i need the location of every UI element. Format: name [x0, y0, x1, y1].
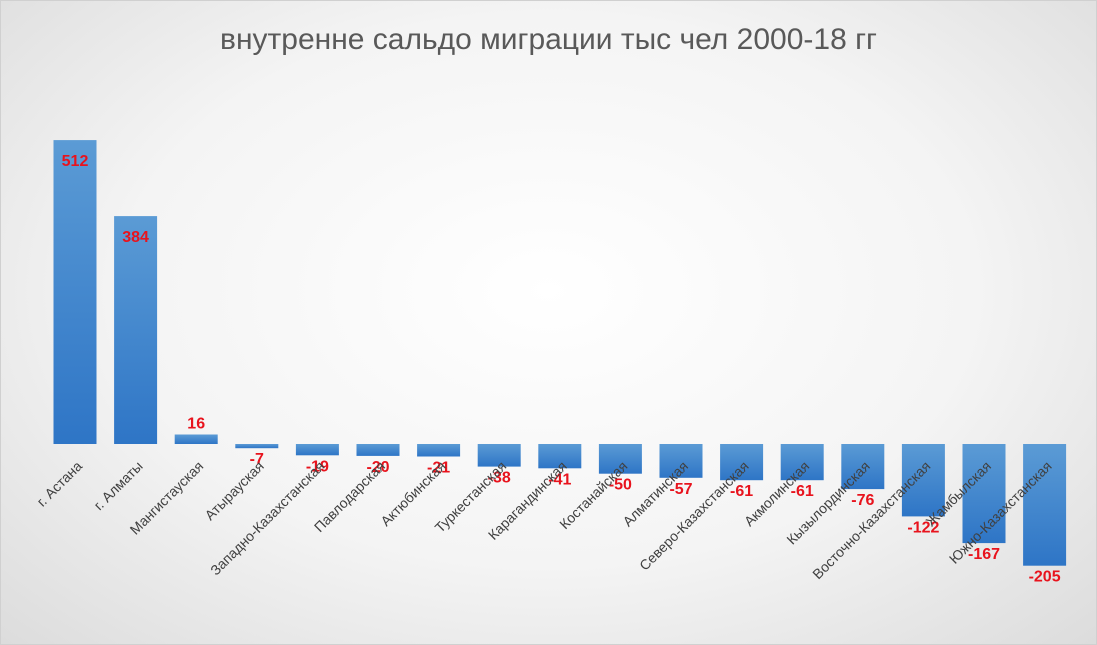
data-label-9: -50 — [609, 477, 632, 494]
data-label-1: 384 — [122, 229, 149, 246]
bar-1 — [114, 216, 158, 444]
data-label-5: -20 — [366, 459, 389, 476]
bar-6 — [417, 444, 461, 457]
bar-14 — [901, 444, 945, 517]
bar-5 — [356, 444, 400, 456]
bar-10 — [659, 444, 703, 478]
category-label-1: г. Алматы — [90, 458, 145, 513]
bar-15 — [962, 444, 1006, 544]
category-label-4: Западно-Казахстанская — [207, 458, 327, 578]
data-label-3: -7 — [250, 451, 264, 468]
data-label-6: -21 — [427, 460, 450, 477]
bar-3 — [235, 444, 279, 449]
chart-title: внутренне сальдо миграции тыс чел 2000-1… — [220, 23, 877, 56]
data-label-10: -57 — [669, 481, 692, 498]
data-label-14: -122 — [907, 519, 939, 536]
data-label-4: -19 — [306, 458, 329, 475]
data-label-13: -76 — [851, 492, 874, 509]
bar-4 — [295, 444, 339, 456]
bar-12 — [780, 444, 824, 481]
data-label-8: -41 — [548, 471, 571, 488]
bar-0 — [53, 140, 97, 444]
bar-7 — [477, 444, 521, 467]
data-label-7: -38 — [488, 470, 511, 487]
data-label-0: 512 — [62, 153, 89, 170]
data-label-12: -61 — [791, 483, 814, 500]
category-label-3: Атырауская — [201, 458, 266, 523]
bar-11 — [720, 444, 764, 481]
bar-9 — [598, 444, 642, 474]
bar-13 — [841, 444, 885, 490]
data-label-16: -205 — [1029, 569, 1061, 586]
category-label-0: г. Астана — [33, 458, 85, 510]
bar-16 — [1023, 444, 1067, 566]
data-label-11: -61 — [730, 483, 753, 500]
data-label-15: -167 — [968, 546, 1000, 563]
bar-2 — [174, 434, 218, 444]
bar-8 — [538, 444, 582, 469]
data-label-2: 16 — [187, 416, 205, 433]
